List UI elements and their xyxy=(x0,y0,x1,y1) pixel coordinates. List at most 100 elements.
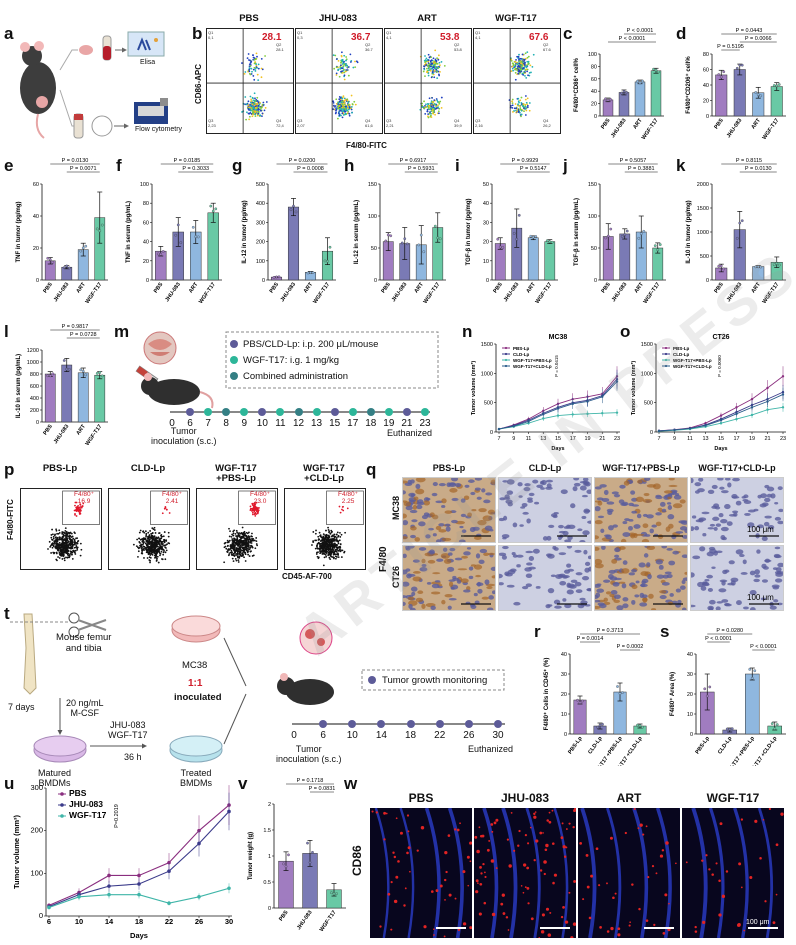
timeline-dot xyxy=(348,408,357,416)
data-point xyxy=(156,252,160,256)
series-point xyxy=(766,400,769,403)
x-tick-label: 11 xyxy=(687,436,693,442)
x-tick-label: PBS xyxy=(713,281,725,294)
series-point xyxy=(197,841,201,846)
data-point xyxy=(179,241,183,244)
series-point xyxy=(137,873,141,878)
timeline-day-label: 12 xyxy=(292,418,305,429)
scale-bar-label: 100 μm xyxy=(747,525,774,534)
data-point xyxy=(754,91,758,94)
panel-t-matured: Matured BMDMs xyxy=(38,768,72,788)
x-tick-label: PBS xyxy=(42,281,54,294)
series-point xyxy=(735,406,738,409)
facs-quadrant-q2: Q2 36.7 xyxy=(365,42,373,52)
data-point xyxy=(730,727,734,731)
y-tick-label: 1 xyxy=(268,854,271,860)
data-point xyxy=(48,374,52,378)
data-point xyxy=(62,359,66,362)
y-tick-label: 1000 xyxy=(697,230,709,236)
bar-chart-h: 0 50 100 150 IL-12 in serum (pg/mL) PBSJHU-08… xyxy=(354,158,446,305)
facs-title-1: JHU-083 xyxy=(318,13,358,24)
x-tick-label: JHU-083 xyxy=(391,282,409,303)
y-tick-label: 80 xyxy=(591,64,597,70)
bar-chart-r: 0 10 20 30 40 F4/80⁺ Cells in CD45⁺ (%) PBS-Lp… xyxy=(543,628,650,766)
mouse-icon-m xyxy=(141,373,214,409)
panel-t-7days: 7 days xyxy=(8,702,35,712)
data-point xyxy=(436,236,440,240)
y-tick-label: 300 xyxy=(256,220,265,226)
p-value-label: P = 0.0415 xyxy=(554,355,559,377)
x-tick-label: 10 xyxy=(75,917,83,926)
data-point xyxy=(517,213,521,217)
panel-b-x-axis: F4/80-FITC xyxy=(346,141,387,150)
x-tick-label: 17 xyxy=(570,436,576,442)
data-point xyxy=(703,687,707,691)
bar-chart-j: 0 50 100 150 TGF-β in serum (pg/mL) PBSJHU-08… xyxy=(574,158,666,305)
femur-icon xyxy=(23,613,37,695)
panel-t-monitor: Tumor growth monitoring xyxy=(382,675,488,686)
facs-quadrant-q2: Q2 53.8 xyxy=(454,42,462,52)
tube-icon-2 xyxy=(73,113,84,139)
x-tick-label: WGF-T17 xyxy=(423,282,442,305)
x-tick-label: WGF-T17 xyxy=(85,424,104,447)
data-point xyxy=(529,234,533,238)
dish-icon xyxy=(91,115,113,137)
scissors-icon xyxy=(68,612,107,638)
series-point xyxy=(77,895,81,899)
y-tick-label: 10 xyxy=(483,259,489,265)
facs-plot-2 xyxy=(384,28,472,134)
series-point xyxy=(750,406,754,409)
histology-image xyxy=(498,477,592,543)
data-point xyxy=(550,240,554,244)
facs-quadrant-q1: Q1 4,1 xyxy=(386,30,392,40)
y-axis-label: Tumor weight (g) xyxy=(248,832,254,880)
x-tick-label: WGF-T17 xyxy=(198,282,217,305)
data-point xyxy=(81,246,85,250)
data-point xyxy=(65,367,69,371)
x-tick-label: 19 xyxy=(584,436,590,442)
data-point xyxy=(609,98,612,101)
panel-label-u: u xyxy=(4,774,15,793)
y-tick-label: 1000 xyxy=(481,371,493,377)
timeline-day-label: 8 xyxy=(223,418,229,429)
y-tick-label: 0 xyxy=(594,114,597,120)
p-value-label: P = 0.6917 xyxy=(400,158,427,164)
y-tick-label: 30 xyxy=(561,672,567,678)
data-point xyxy=(738,221,742,225)
data-point xyxy=(306,841,309,845)
y-tick-label: 2 xyxy=(268,802,271,808)
y-tick-label: 40 xyxy=(703,83,709,89)
y-tick-label: 60 xyxy=(143,220,149,226)
p-value-label: P = 0.3033 xyxy=(182,166,209,172)
p-value-label: P = 0.0014 xyxy=(577,636,604,642)
panel-t-drugs: JHU-083 WGF-T17 xyxy=(108,720,148,740)
y-tick-label: 0 xyxy=(146,278,149,284)
series-point xyxy=(615,380,619,383)
data-point xyxy=(740,63,744,67)
y-tick-label: 100 xyxy=(588,214,597,220)
y-tick-label: 0 xyxy=(262,278,265,284)
data-point xyxy=(759,94,763,98)
facs-plot-1 xyxy=(295,28,383,134)
data-point xyxy=(735,66,739,70)
data-point xyxy=(386,233,390,237)
timeline-day-label: 17 xyxy=(347,418,359,429)
series-point xyxy=(137,882,141,886)
y-tick-label: 500 xyxy=(700,254,709,260)
panel-t-36h: 36 h xyxy=(124,752,142,762)
data-point xyxy=(642,229,646,233)
data-point xyxy=(211,209,215,213)
series-point xyxy=(107,873,111,878)
series-point xyxy=(227,809,231,814)
bar-chart-d: 0 20 40 60 80 F4/80⁺CD206⁺ cell% PBS JHU-083 ART… xyxy=(685,28,786,141)
y-tick-label: 20 xyxy=(33,246,39,252)
bar xyxy=(207,212,219,281)
flow-cytometer-icon xyxy=(134,98,168,124)
x-tick-label: WGF-T17 xyxy=(762,118,781,141)
facs-plot-3 xyxy=(473,28,561,134)
y-tick-label: 0 xyxy=(650,430,653,436)
data-point xyxy=(159,253,163,256)
facs-scatter xyxy=(311,490,364,567)
x-tick-label: 7 xyxy=(657,436,660,442)
data-point xyxy=(654,68,658,72)
